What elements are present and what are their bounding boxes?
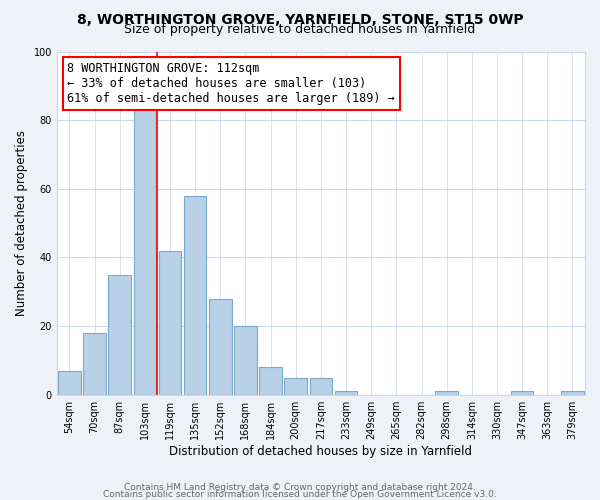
Bar (134, 106, 156, 395)
Bar (561, 392, 584, 394)
Bar (234, 326, 257, 394)
Text: 8 WORTHINGTON GROVE: 112sqm
← 33% of detached houses are smaller (103)
61% of se: 8 WORTHINGTON GROVE: 112sqm ← 33% of det… (67, 62, 395, 105)
Bar (436, 392, 458, 394)
Bar (335, 392, 358, 394)
Bar (259, 368, 282, 394)
Text: Contains HM Land Registry data © Crown copyright and database right 2024.: Contains HM Land Registry data © Crown c… (124, 484, 476, 492)
Bar (83, 333, 106, 394)
Text: Size of property relative to detached houses in Yarnfield: Size of property relative to detached ho… (124, 22, 476, 36)
Bar (310, 378, 332, 394)
Bar (109, 274, 131, 394)
Bar (209, 298, 232, 394)
Bar (511, 392, 533, 394)
Bar (184, 196, 206, 394)
Bar (58, 370, 80, 394)
Text: 8, WORTHINGTON GROVE, YARNFIELD, STONE, ST15 0WP: 8, WORTHINGTON GROVE, YARNFIELD, STONE, … (77, 12, 523, 26)
Bar (158, 250, 181, 394)
Text: Contains public sector information licensed under the Open Government Licence v3: Contains public sector information licen… (103, 490, 497, 499)
Y-axis label: Number of detached properties: Number of detached properties (15, 130, 28, 316)
Bar (284, 378, 307, 394)
X-axis label: Distribution of detached houses by size in Yarnfield: Distribution of detached houses by size … (169, 444, 472, 458)
